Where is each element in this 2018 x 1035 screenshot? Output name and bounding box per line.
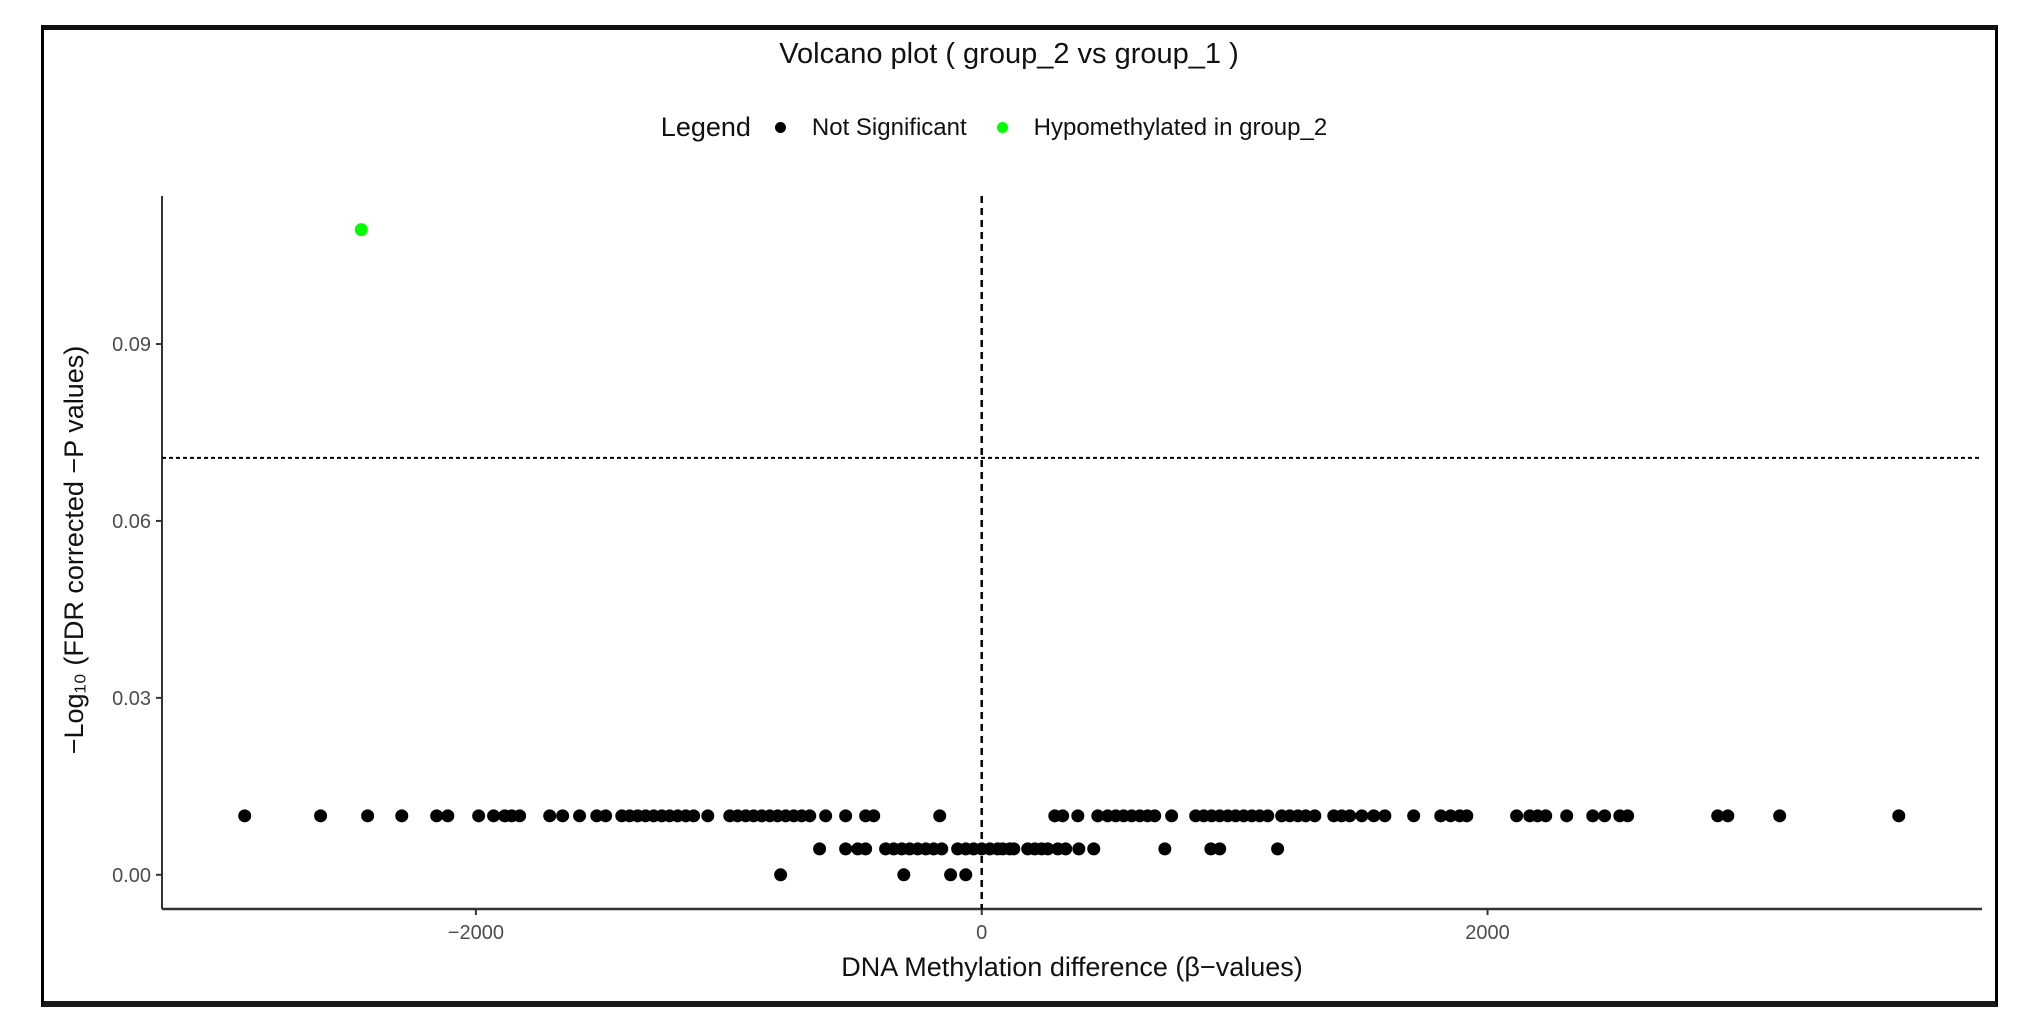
not-significant-point	[867, 809, 881, 823]
not-significant-point	[897, 868, 911, 882]
not-significant-point	[1598, 809, 1612, 823]
not-significant-point	[1510, 809, 1524, 823]
not-significant-point	[1621, 809, 1635, 823]
not-significant-point	[1560, 809, 1574, 823]
hypomethylated-in-group-2-point	[354, 223, 368, 237]
not-significant-point	[1071, 809, 1085, 823]
not-significant-point	[1378, 809, 1392, 823]
not-significant-point	[1091, 809, 1105, 823]
not-significant-point	[1773, 809, 1787, 823]
y-axis-title: −Log₁₀ (FDR corrected −P values)	[59, 346, 89, 755]
not-significant-point	[1056, 809, 1070, 823]
not-significant-point	[944, 868, 958, 882]
not-significant-point	[701, 809, 715, 823]
not-significant-point	[959, 868, 973, 882]
y-tick-label: 0.00	[112, 865, 151, 887]
not-significant-point	[1148, 809, 1162, 823]
x-tick-label: 2000	[1465, 922, 1510, 944]
legend-label-hypomethylated: Hypomethylated in group_2	[1033, 113, 1328, 141]
not-significant-point	[1434, 809, 1448, 823]
not-significant-point	[314, 809, 328, 823]
not-significant-point	[1892, 809, 1906, 823]
not-significant-point	[839, 842, 853, 856]
legend-label-not-significant: Not Significant	[811, 113, 967, 141]
not-significant-point	[513, 809, 527, 823]
not-significant-point	[430, 809, 444, 823]
not-significant-point	[1460, 809, 1474, 823]
not-significant-point	[1721, 809, 1735, 823]
legend-key-not-significant	[774, 122, 786, 133]
not-significant-point	[1213, 842, 1227, 856]
not-significant-point	[1355, 809, 1369, 823]
x-tick-label: −2000	[448, 922, 504, 944]
not-significant-point	[573, 809, 587, 823]
x-tick-label: 0	[976, 922, 987, 944]
not-significant-point	[803, 809, 817, 823]
not-significant-point	[1343, 809, 1357, 823]
not-significant-point	[599, 809, 613, 823]
not-significant-point	[1007, 842, 1021, 856]
not-significant-point	[859, 842, 873, 856]
not-significant-point	[361, 809, 375, 823]
not-significant-point	[1308, 809, 1322, 823]
not-significant-point	[1367, 809, 1381, 823]
not-significant-point	[819, 809, 833, 823]
y-tick-label: 0.09	[112, 334, 151, 356]
not-significant-point	[487, 809, 501, 823]
not-significant-point	[1539, 809, 1553, 823]
not-significant-point	[813, 842, 827, 856]
not-significant-point	[1444, 809, 1458, 823]
not-significant-point	[1711, 809, 1725, 823]
not-significant-point	[774, 868, 788, 882]
x-axis-title: DNA Methylation difference (β−values)	[841, 952, 1303, 982]
legend-title: Legend	[660, 112, 751, 142]
y-tick-label: 0.03	[112, 688, 151, 710]
y-tick-label: 0.06	[112, 511, 151, 533]
not-significant-point	[1059, 842, 1073, 856]
not-significant-point	[1407, 809, 1421, 823]
not-significant-point	[441, 809, 455, 823]
not-significant-point	[687, 809, 701, 823]
figure-frame	[41, 25, 1998, 1007]
legend-key-hypomethylated	[996, 122, 1008, 133]
legend: Legend Not Significant Hypomethylated in…	[0, 112, 2018, 143]
not-significant-point	[556, 809, 570, 823]
not-significant-point	[933, 809, 947, 823]
not-significant-point	[472, 809, 486, 823]
not-significant-point	[395, 809, 409, 823]
not-significant-point	[1041, 842, 1055, 856]
not-significant-point	[935, 842, 949, 856]
not-significant-point	[1271, 842, 1285, 856]
not-significant-point	[1158, 842, 1172, 856]
not-significant-point	[1586, 809, 1600, 823]
not-significant-point	[839, 809, 853, 823]
not-significant-point	[1165, 809, 1179, 823]
not-significant-point	[1299, 809, 1313, 823]
not-significant-point	[238, 809, 252, 823]
not-significant-point	[1087, 842, 1101, 856]
not-significant-point	[1261, 809, 1275, 823]
not-significant-point	[543, 809, 557, 823]
not-significant-point	[1072, 842, 1086, 856]
chart-title: Volcano plot ( group_2 vs group_1 )	[779, 38, 1239, 70]
